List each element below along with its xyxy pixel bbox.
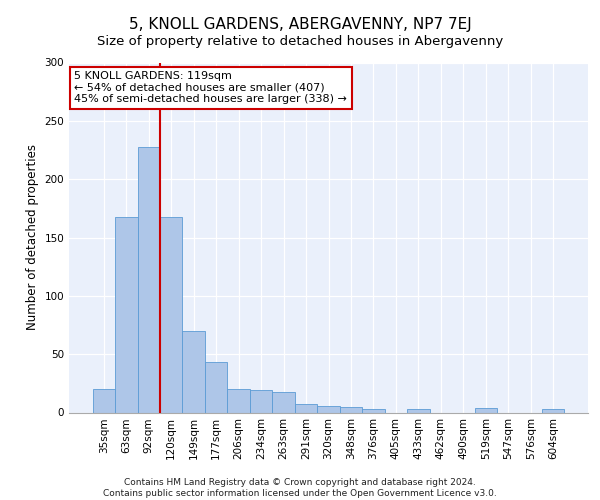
Bar xyxy=(137,146,160,412)
Bar xyxy=(317,406,340,412)
Bar xyxy=(407,409,430,412)
Text: 5, KNOLL GARDENS, ABERGAVENNY, NP7 7EJ: 5, KNOLL GARDENS, ABERGAVENNY, NP7 7EJ xyxy=(128,18,472,32)
Bar xyxy=(295,404,317,412)
Bar xyxy=(272,392,295,412)
Text: Size of property relative to detached houses in Abergavenny: Size of property relative to detached ho… xyxy=(97,35,503,48)
Bar xyxy=(115,216,137,412)
Bar xyxy=(227,389,250,412)
Y-axis label: Number of detached properties: Number of detached properties xyxy=(26,144,39,330)
Bar xyxy=(475,408,497,412)
Bar xyxy=(362,409,385,412)
Text: Contains HM Land Registry data © Crown copyright and database right 2024.
Contai: Contains HM Land Registry data © Crown c… xyxy=(103,478,497,498)
Bar xyxy=(250,390,272,412)
Bar xyxy=(160,216,182,412)
Text: 5 KNOLL GARDENS: 119sqm
← 54% of detached houses are smaller (407)
45% of semi-d: 5 KNOLL GARDENS: 119sqm ← 54% of detache… xyxy=(74,71,347,104)
Bar xyxy=(340,406,362,412)
Bar xyxy=(182,331,205,412)
Bar xyxy=(205,362,227,412)
Bar xyxy=(92,389,115,412)
Bar xyxy=(542,409,565,412)
